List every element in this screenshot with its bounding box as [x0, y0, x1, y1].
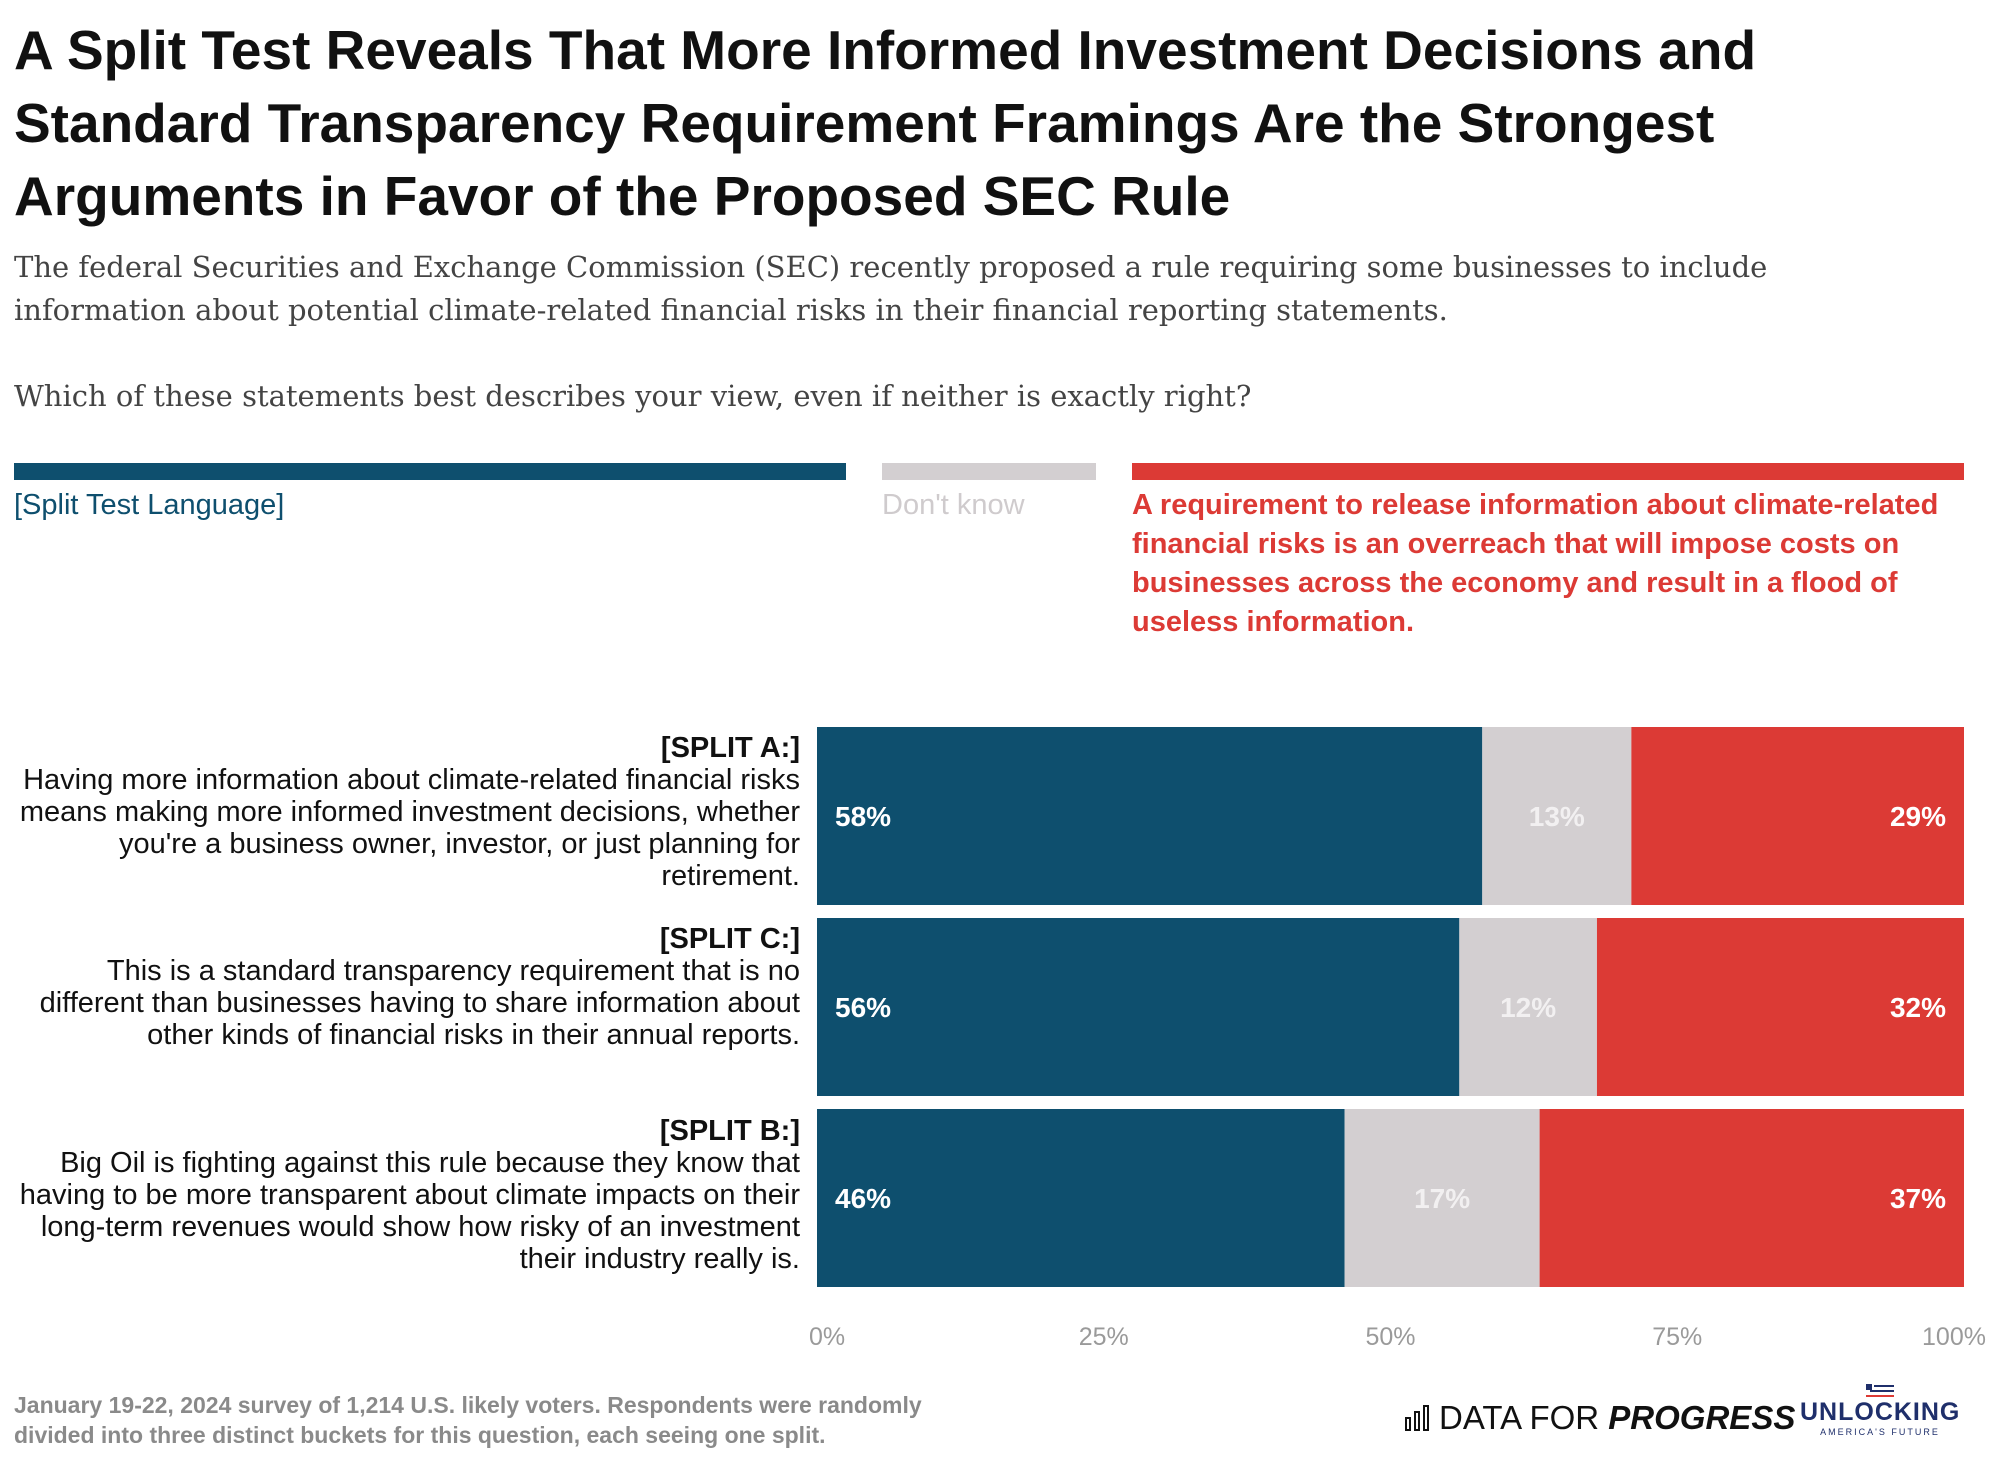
bar-label-split-row-2: 56% [835, 992, 891, 1023]
bar-dont-know-row-1 [1482, 727, 1632, 905]
bar-oppose-row-2 [1596, 918, 1964, 1096]
split-c-text: This is a standard transparency requirem… [39, 955, 800, 1051]
data-for-progress-logo: DATA FOR PROGRESS [1405, 1398, 1795, 1438]
footer-methodology-note: January 19-22, 2024 survey of 1,214 U.S.… [14, 1392, 922, 1448]
split-c-name: [SPLIT C:] [659, 923, 800, 955]
bar-label-dont-know-row-3: 17% [1414, 1183, 1470, 1214]
legend-split-swatch [14, 463, 846, 480]
legend-oppose-label: A requirement to release information abo… [1132, 489, 1939, 638]
legend-oppose-swatch [1132, 463, 1964, 480]
chart-subtitle: The federal Securities and Exchange Comm… [14, 250, 1768, 327]
x-tick-label: 50% [1365, 1323, 1415, 1351]
bar-oppose-row-1 [1631, 727, 1964, 905]
logo-dfp-part1: DATA FOR [1439, 1399, 1600, 1436]
survey-question: Which of these statements best describes… [14, 379, 1252, 413]
bar-label-split-row-3: 46% [835, 1183, 891, 1214]
bar-split-row-3 [817, 1109, 1345, 1287]
logo-ua-sub: AMERICA'S FUTURE [1820, 1427, 1940, 1437]
bar-split-row-2 [817, 918, 1460, 1096]
row-label-split-a: [SPLIT A:] Having more information about… [14, 732, 800, 892]
flag-icon [1866, 1384, 1894, 1397]
bar-label-split-row-1: 58% [835, 801, 891, 832]
bar-label-oppose-row-2: 32% [1890, 992, 1946, 1023]
logo-dfp-text: DATA FOR PROGRESS [1439, 1399, 1795, 1437]
split-b-name: [SPLIT B:] [659, 1115, 800, 1147]
row-label-split-c: [SPLIT C:] This is a standard transparen… [14, 923, 800, 1051]
bar-oppose-row-3 [1539, 1109, 1964, 1287]
bar-label-dont-know-row-2: 12% [1500, 992, 1556, 1023]
legend-dont-know-label: Don't know [882, 489, 1025, 521]
split-b-text: Big Oil is fighting against this rule be… [19, 1147, 800, 1275]
bar-chart-icon [1405, 1405, 1429, 1431]
split-a-name: [SPLIT A:] [660, 732, 800, 764]
bar-label-oppose-row-3: 37% [1890, 1183, 1946, 1214]
legend-dont-know-swatch [882, 463, 1096, 480]
chart-title: A Split Test Reveals That More Informed … [14, 19, 1757, 227]
bar-dont-know-row-2 [1459, 918, 1597, 1096]
x-tick-label: 75% [1652, 1323, 1702, 1351]
x-tick-label: 100% [1922, 1323, 1986, 1351]
logo-dfp-part2: PROGRESS [1608, 1399, 1796, 1436]
row-label-split-b: [SPLIT B:] Big Oil is fighting against t… [14, 1115, 800, 1275]
x-tick-label: 25% [1079, 1323, 1129, 1351]
logo-ua-main: UNLOCKING [1800, 1398, 1961, 1426]
x-tick-label: 0% [809, 1323, 845, 1351]
legend-split-label: [Split Test Language] [14, 489, 285, 521]
bar-dont-know-row-3 [1344, 1109, 1540, 1287]
bar-label-oppose-row-1: 29% [1890, 801, 1946, 832]
unlocking-americas-future-logo: UNLOCKING AMERICA'S FUTURE [1800, 1384, 1960, 1454]
bar-label-dont-know-row-1: 13% [1529, 801, 1585, 832]
bar-split-row-1 [817, 727, 1483, 905]
split-a-text: Having more information about climate-re… [19, 764, 800, 892]
